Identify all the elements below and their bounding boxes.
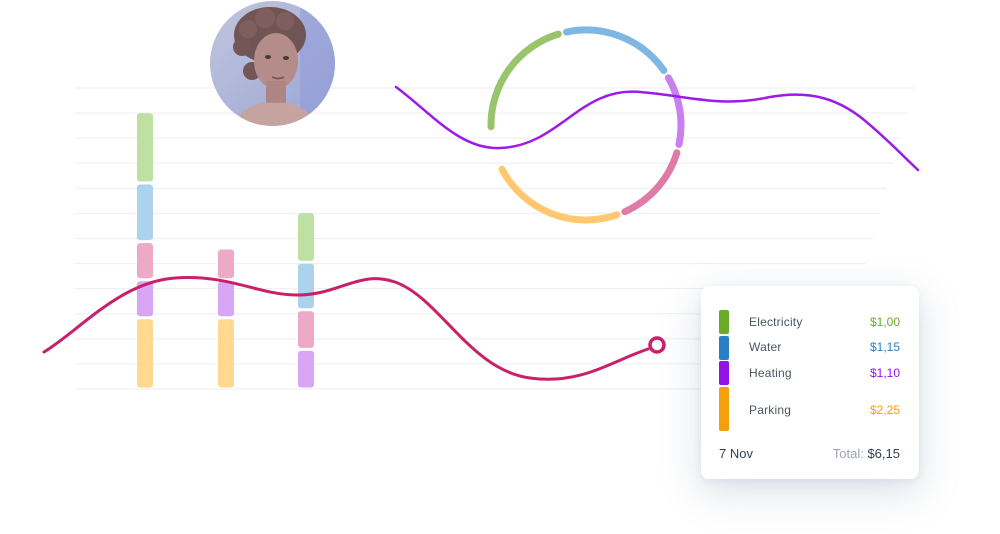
bar-segment bbox=[137, 319, 153, 388]
person-photo-icon bbox=[210, 1, 335, 126]
bar-segment bbox=[218, 319, 234, 388]
bar-segment bbox=[298, 213, 314, 261]
avatar bbox=[210, 1, 335, 126]
ring-chart bbox=[487, 26, 685, 224]
legend-value: $1,10 bbox=[869, 366, 900, 380]
total-label: Total: bbox=[832, 446, 864, 461]
legend-label: Heating bbox=[749, 366, 792, 380]
total: Total: $6,15 bbox=[833, 446, 900, 461]
legend-value: $1,00 bbox=[869, 315, 900, 329]
legend-card: Electricity $1,00 Water $1,15 Heating $1… bbox=[701, 286, 919, 479]
bar-segment bbox=[137, 243, 153, 279]
legend-swatch bbox=[719, 336, 729, 360]
bar-segment bbox=[218, 249, 234, 279]
total-value: $6,15 bbox=[867, 446, 900, 461]
legend-label: Parking bbox=[749, 403, 792, 417]
legend-label: Electricity bbox=[749, 315, 803, 329]
ring-segment bbox=[563, 26, 668, 75]
line-end-marker[interactable] bbox=[648, 336, 666, 354]
bar-segment bbox=[137, 281, 153, 317]
bar-segment bbox=[137, 184, 153, 241]
legend-swatch bbox=[719, 361, 729, 385]
line-series-path bbox=[42, 276, 650, 381]
ring-segment bbox=[498, 165, 621, 224]
bar-segment bbox=[137, 113, 153, 182]
bar-segment bbox=[298, 311, 314, 348]
bar-segment bbox=[298, 263, 314, 309]
ring-segment bbox=[664, 74, 685, 148]
ring-segment bbox=[487, 30, 562, 131]
bar-segment bbox=[218, 281, 234, 317]
legend-value: $2,25 bbox=[869, 403, 900, 417]
date-label: 7 Nov bbox=[719, 446, 753, 461]
legend-swatch bbox=[719, 387, 729, 431]
wave-path bbox=[394, 85, 920, 172]
legend-swatch bbox=[719, 310, 729, 334]
bar-segment bbox=[298, 350, 314, 388]
stacked-bars bbox=[137, 113, 314, 388]
ring-segment bbox=[621, 149, 681, 216]
legend-value: $1,15 bbox=[869, 340, 900, 354]
legend-label: Water bbox=[749, 340, 782, 354]
